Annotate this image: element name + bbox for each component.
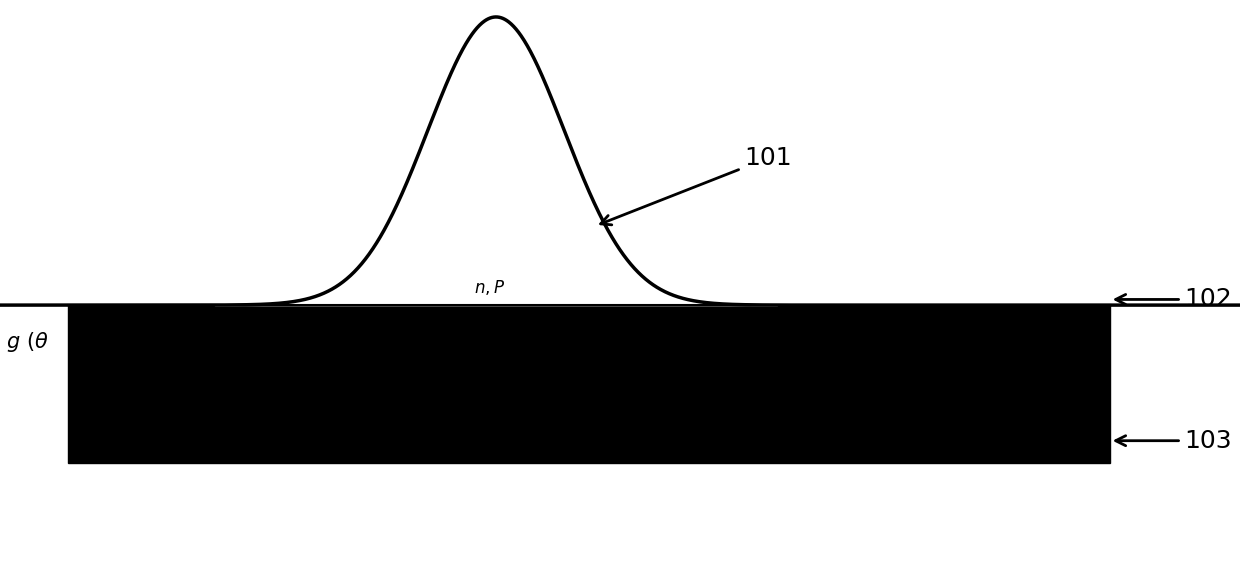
Text: 101: 101 xyxy=(600,146,791,225)
Text: $g\ (\theta$: $g\ (\theta$ xyxy=(6,330,48,354)
Text: 103: 103 xyxy=(1116,429,1231,453)
Text: 102: 102 xyxy=(1116,288,1233,311)
Bar xyxy=(68,305,1110,463)
Text: $n,P$: $n,P$ xyxy=(474,277,506,297)
